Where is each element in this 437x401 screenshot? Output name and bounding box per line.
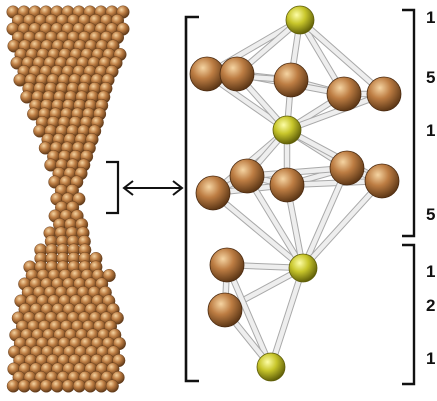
- bond: [210, 190, 306, 271]
- copper-atom: [17, 379, 31, 393]
- copper-atom: [195, 175, 231, 211]
- layer-count-6: 2: [426, 296, 436, 315]
- copper-atom: [50, 379, 64, 393]
- copper-atom: [207, 292, 243, 328]
- copper-atom: [105, 379, 119, 393]
- layer-count-5: 1: [426, 262, 436, 281]
- copper-atom: [366, 76, 402, 112]
- copper-atom: [269, 167, 305, 203]
- double-arrow: [122, 180, 184, 196]
- layer-count-7: 1: [426, 349, 436, 368]
- bond: [244, 173, 306, 271]
- copper-atom: [28, 379, 42, 393]
- dopant-atom: [272, 115, 302, 145]
- bond: [300, 178, 385, 271]
- upper-group-bracket: [402, 8, 416, 238]
- lower-group-bracket: [402, 243, 416, 386]
- copper-atom: [72, 379, 86, 393]
- copper-atom: [229, 158, 265, 194]
- copper-atom: [364, 163, 400, 199]
- copper-atom: [329, 150, 365, 186]
- bond: [300, 165, 350, 271]
- copper-atom: [326, 76, 362, 112]
- dopant-atom: [256, 352, 286, 382]
- layer-count-2: 5: [426, 68, 436, 87]
- copper-atom: [189, 56, 225, 92]
- copper-atom: [273, 62, 309, 98]
- layer-count-3: 1: [426, 121, 436, 140]
- junction-atoms: [189, 5, 402, 382]
- dopant-atom: [285, 5, 315, 35]
- bond: [224, 262, 274, 370]
- zoom-left-bracket: [184, 15, 199, 383]
- copper-atom: [83, 379, 97, 393]
- copper-atom: [209, 247, 245, 283]
- copper-atom: [39, 379, 53, 393]
- bond: [268, 265, 306, 370]
- nanowire-cluster: [6, 5, 130, 393]
- bond: [297, 17, 387, 97]
- copper-atom: [6, 379, 20, 393]
- layer-count-4: 5: [426, 205, 436, 224]
- copper-atom: [102, 269, 116, 283]
- copper-atom: [61, 379, 75, 393]
- dopant-atom: [288, 253, 318, 283]
- copper-atom: [94, 379, 108, 393]
- zoom-bracket: [106, 160, 120, 215]
- copper-atom: [219, 56, 255, 92]
- layer-count-1: 1: [426, 8, 436, 27]
